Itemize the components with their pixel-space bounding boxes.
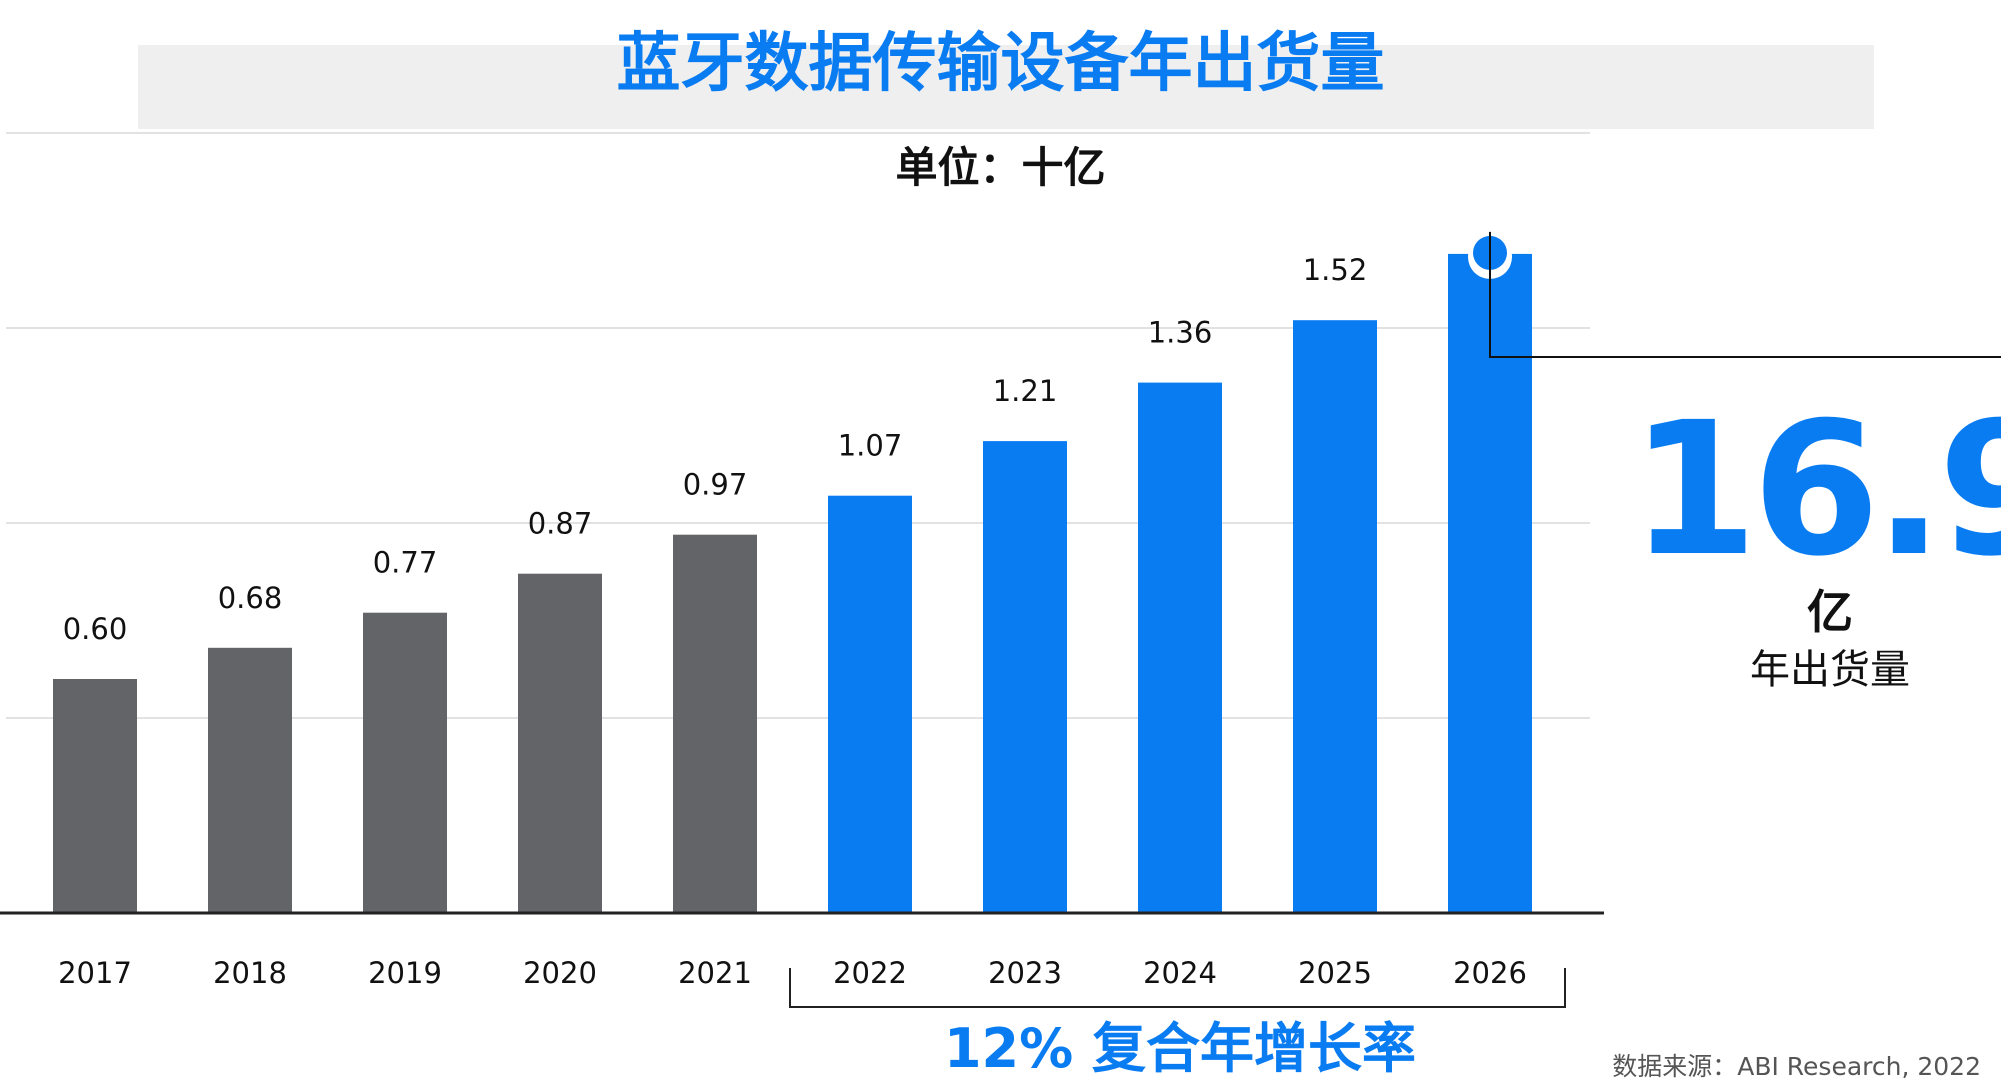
x-tick-label-2024: 2024 <box>1143 956 1217 990</box>
title-band <box>138 45 1874 129</box>
highlight-unit: 亿 <box>1807 585 1853 639</box>
x-tick-label-2022: 2022 <box>833 956 907 990</box>
cagr-label: 12% 复合年增长率 <box>943 1017 1417 1080</box>
chart-title: 蓝牙数据传输设备年出货量 <box>616 27 1385 101</box>
x-tick-label-2023: 2023 <box>988 956 1062 990</box>
value-label-2017: 0.60 <box>63 612 128 646</box>
highlight-value: 16.9 <box>1630 383 2001 597</box>
value-label-2019: 0.77 <box>373 546 438 580</box>
x-tick-label-2025: 2025 <box>1298 956 1372 990</box>
unit-label: 单位：十亿 <box>895 143 1106 192</box>
value-label-2021: 0.97 <box>683 468 748 502</box>
x-tick-label-2019: 2019 <box>368 956 442 990</box>
bar-2026 <box>1448 253 1532 913</box>
highlight-label: 年出货量 <box>1750 647 1910 693</box>
value-label-2023: 1.21 <box>993 374 1058 408</box>
bar-2018 <box>208 647 292 913</box>
value-label-2025: 1.52 <box>1303 253 1368 287</box>
bar-2023 <box>983 441 1067 913</box>
bar-2020 <box>518 573 602 913</box>
x-tick-label-2021: 2021 <box>678 956 752 990</box>
x-tick-label-2026: 2026 <box>1453 956 1527 990</box>
bar-2024 <box>1138 382 1222 914</box>
x-tick-label-2020: 2020 <box>523 956 597 990</box>
bar-2017 <box>53 679 137 913</box>
bar-2025 <box>1293 320 1377 913</box>
value-label-2022: 1.07 <box>838 429 903 463</box>
x-tick-label-2017: 2017 <box>58 956 132 990</box>
bar-2022 <box>828 495 912 913</box>
callout-line <box>1489 231 2001 358</box>
source-note: 数据来源：ABI Research, 2022 <box>1612 1052 1981 1081</box>
x-tick-label-2018: 2018 <box>213 956 287 990</box>
value-label-2018: 0.68 <box>218 581 283 615</box>
value-label-2024: 1.36 <box>1148 316 1213 350</box>
bar-2021 <box>673 534 757 913</box>
forecast-bracket <box>789 968 1566 1008</box>
value-label-2020: 0.87 <box>528 507 593 541</box>
bar-2019 <box>363 612 447 913</box>
